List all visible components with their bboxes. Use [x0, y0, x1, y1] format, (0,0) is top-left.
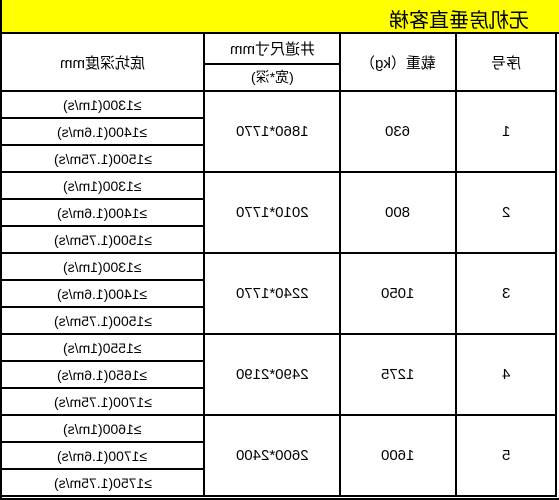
depth-value: ≥1500(1.75m/s): [2, 146, 203, 171]
header-weight: 载重（kg）: [341, 34, 457, 92]
depth-value: ≥1750(1.75m/s): [2, 470, 203, 495]
depth-value: ≥1400(1.6m/s): [2, 200, 203, 227]
num-cell: 1: [457, 92, 557, 173]
table-row: ≥1600(1m/s) ≥1700(1.6m/s) ≥1750(1.75m/s)…: [2, 416, 559, 497]
header-depth: 底坑深度mm: [2, 34, 205, 92]
weight-cell: 1050: [341, 254, 457, 335]
num-cell: 4: [457, 335, 557, 416]
depth-cell: ≥1300(1m/s) ≥1400(1.6m/s) ≥1500(1.75m/s): [2, 92, 205, 173]
size-cell: 2490*2190: [205, 335, 341, 416]
weight-cell: 1275: [341, 335, 457, 416]
weight-cell: 1600: [341, 416, 457, 497]
size-cell: 1860*1770: [205, 92, 341, 173]
depth-value: ≥1700(1.75m/s): [2, 389, 203, 414]
size-cell: 2600*2400: [205, 416, 341, 497]
depth-value: ≥1400(1.6m/s): [2, 119, 203, 146]
num-cell: 5: [457, 416, 557, 497]
depth-cell: ≥1600(1m/s) ≥1700(1.6m/s) ≥1750(1.75m/s): [2, 416, 205, 497]
depth-cell: ≥1300(1m/s) ≥1400(1.6m/s) ≥1500(1.75m/s): [2, 173, 205, 254]
header-size-main: 井道尺寸mm: [230, 38, 315, 59]
depth-value: ≥1300(1m/s): [2, 92, 203, 119]
size-cell: 2010*1770: [205, 173, 341, 254]
depth-cell: ≥1550(1m/s) ≥1650(1.6m/s) ≥1700(1.75m/s): [2, 335, 205, 416]
table-row: ≥1300(1m/s) ≥1400(1.6m/s) ≥1500(1.75m/s)…: [2, 173, 559, 254]
header-row: 底坑深度mm 井道尺寸mm (宽*深) 载重（kg） 序号: [2, 34, 559, 92]
size-cell: 2240*1770: [205, 254, 341, 335]
header-size: 井道尺寸mm (宽*深): [205, 34, 341, 92]
depth-value: ≥1500(1.75m/s): [2, 227, 203, 252]
weight-cell: 800: [341, 173, 457, 254]
depth-value: ≥1550(1m/s): [2, 335, 203, 362]
title-row: 无机房垂直客梯: [2, 0, 559, 34]
header-num: 序号: [457, 34, 557, 92]
depth-value: ≥1300(1m/s): [2, 254, 203, 281]
header-num-text: 序号: [491, 52, 521, 73]
depth-value: ≥1400(1.6m/s): [2, 281, 203, 308]
table-row: ≥1550(1m/s) ≥1650(1.6m/s) ≥1700(1.75m/s)…: [2, 335, 559, 416]
header-size-sub: (宽*深): [251, 67, 294, 87]
depth-value: ≥1650(1.6m/s): [2, 362, 203, 389]
num-cell: 2: [457, 173, 557, 254]
depth-cell: ≥1300(1m/s) ≥1400(1.6m/s) ≥1500(1.75m/s): [2, 254, 205, 335]
table-row: ≥1300(1m/s) ≥1400(1.6m/s) ≥1500(1.75m/s)…: [2, 92, 559, 173]
depth-value: ≥1700(1.6m/s): [2, 443, 203, 470]
num-cell: 3: [457, 254, 557, 335]
title-text: 无机房垂直客梯: [389, 4, 529, 33]
depth-value: ≥1600(1m/s): [2, 416, 203, 443]
depth-value: ≥1500(1.75m/s): [2, 308, 203, 333]
depth-value: ≥1300(1m/s): [2, 173, 203, 200]
table-row: ≥1300(1m/s) ≥1400(1.6m/s) ≥1500(1.75m/s)…: [2, 254, 559, 335]
table-container: 无机房垂直客梯 底坑深度mm 井道尺寸mm (宽*深) 载重（kg） 序号 ≥1…: [0, 0, 559, 500]
header-weight-text: 载重（kg）: [360, 52, 436, 73]
header-depth-text: 底坑深度mm: [60, 52, 145, 73]
weight-cell: 630: [341, 92, 457, 173]
